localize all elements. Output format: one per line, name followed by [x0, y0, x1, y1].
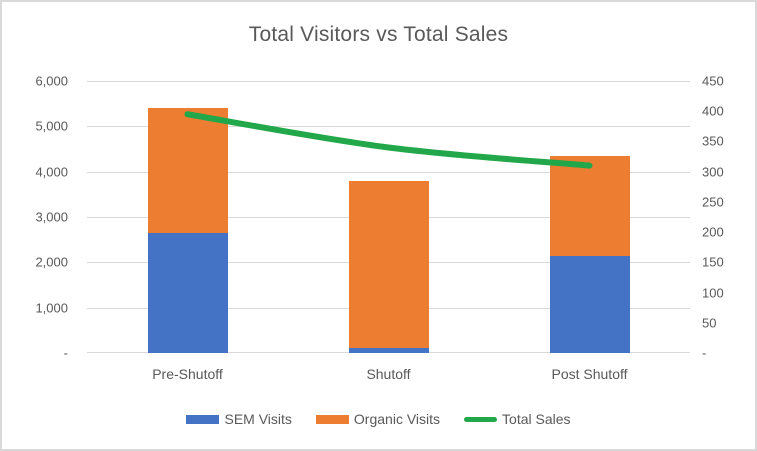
- legend-item-sem-visits: SEM Visits: [186, 411, 292, 427]
- legend-swatch-total-sales-line-icon: [464, 416, 498, 422]
- right-axis-tick: 250: [702, 194, 724, 210]
- legend: SEM Visits Organic Visits Total Sales: [2, 411, 755, 427]
- total-sales-line: [184, 111, 593, 169]
- x-axis-labels: Pre-Shutoff Shutoff Post Shutoff: [87, 366, 690, 386]
- left-axis: - 1,000 2,000 3,000 4,000 5,000 6,000: [2, 74, 68, 361]
- right-axis-tick: 150: [702, 254, 724, 270]
- left-axis-tick: -: [63, 345, 68, 361]
- bar-segment-sem-visits: [348, 348, 429, 353]
- right-axis-tick: 450: [702, 73, 724, 89]
- left-axis-tick: 2,000: [35, 254, 68, 270]
- bar-segment-sem-visits: [549, 255, 630, 353]
- legend-item-total-sales: Total Sales: [464, 411, 571, 427]
- right-axis-tick: -: [702, 345, 707, 361]
- right-axis-tick: 200: [702, 224, 724, 240]
- right-axis: - 50 100 150 200 250 300 350 400 450: [702, 74, 755, 361]
- bar-segment-organic-visits: [549, 155, 630, 256]
- right-axis-tick: 350: [702, 133, 724, 149]
- legend-label: Organic Visits: [353, 411, 441, 427]
- category-label-pre-shutoff: Pre-Shutoff: [152, 366, 223, 382]
- legend-label: Total Sales: [502, 411, 571, 427]
- right-axis-tick: 400: [702, 103, 724, 119]
- right-axis-tick: 50: [702, 315, 717, 331]
- left-axis-tick: 4,000: [35, 164, 68, 180]
- left-axis-tick: 6,000: [35, 73, 68, 89]
- category-label-shutoff: Shutoff: [366, 366, 411, 382]
- gridline: [87, 126, 690, 128]
- category-label-post-shutoff: Post Shutoff: [551, 366, 628, 382]
- chart-title: Total Visitors vs Total Sales: [248, 23, 509, 46]
- legend-label: SEM Visits: [224, 411, 292, 427]
- line-layer: [184, 111, 593, 169]
- right-axis-tick: 300: [702, 164, 724, 180]
- bar-segment-organic-visits: [147, 108, 228, 233]
- right-axis-tick: 100: [702, 285, 724, 301]
- gridline: [87, 81, 690, 82]
- legend-swatch-sem-visits-icon: [186, 414, 220, 424]
- left-axis-tick: 1,000: [35, 300, 68, 316]
- legend-swatch-organic-visits-icon: [315, 414, 349, 424]
- plot-area: [87, 81, 690, 353]
- left-axis-tick: 3,000: [35, 209, 68, 225]
- bar-segment-organic-visits: [348, 180, 429, 349]
- left-axis-tick: 5,000: [35, 118, 68, 134]
- bar-segment-sem-visits: [147, 232, 228, 353]
- gridline: [87, 171, 690, 173]
- legend-item-organic-visits: Organic Visits: [315, 411, 441, 427]
